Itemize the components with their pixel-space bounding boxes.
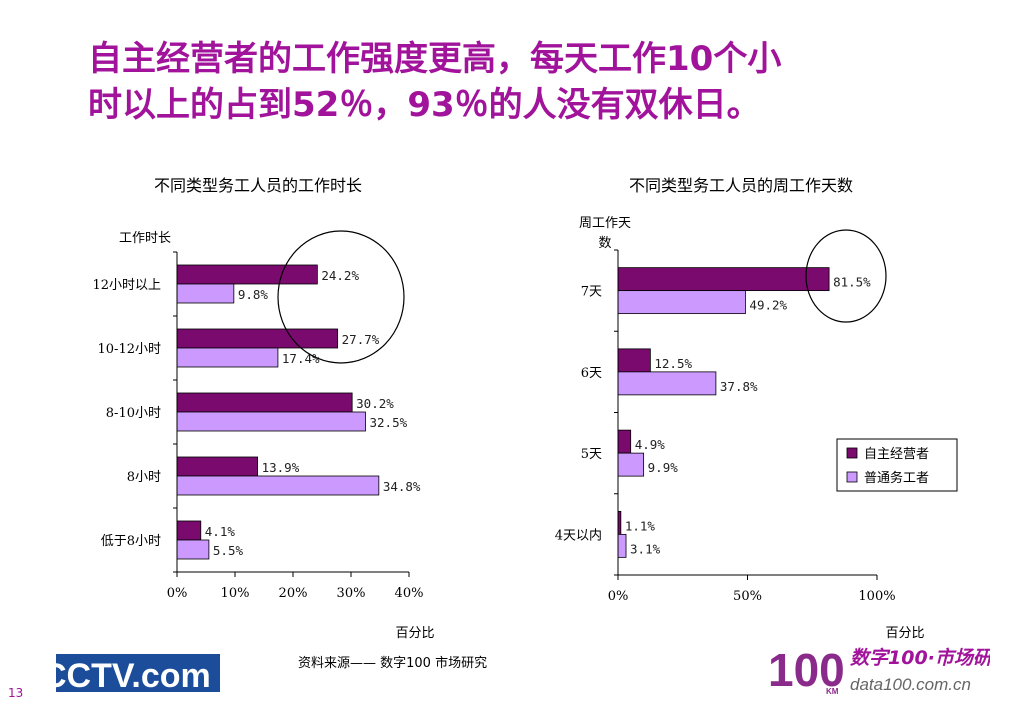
data-label: 4.1%	[205, 524, 236, 539]
work-days-bars: 81.5% 49.2% 12.5% 37.8% 4.9% 9.9% 1.1% 3.1%	[617, 267, 871, 558]
work-hours-highlight-circle	[277, 230, 405, 364]
bar-ordinary-workers	[617, 452, 645, 477]
work-days-x-axis-label: 百分比	[885, 626, 924, 641]
data-label: 13.9%	[262, 460, 300, 475]
bar-ordinary-workers	[176, 283, 235, 304]
work-days-y-axis-label-line2: 数	[598, 236, 611, 251]
work-hours-axes: 0% 10% 20% 30% 40% 12小时以上 10-12小时 8-10小时 8小时低于8小…	[92, 251, 424, 601]
x-tick-label: 40%	[395, 586, 424, 601]
x-tick-label: 20%	[279, 586, 308, 601]
legend-swatch-ordinary-workers	[846, 471, 858, 483]
slide-title-line1: 自主经营者的工作强度更高，每天工作10个小	[88, 39, 782, 79]
data-label: 24.2%	[321, 268, 359, 283]
data-label: 1.1%	[625, 518, 656, 533]
category-label: 8-10小时	[106, 406, 161, 421]
cctv-logo-text: CCTV.com	[42, 657, 211, 692]
work-days-chart: 不同类型务工人员的周工作天数 周工作天 数 百分比 81.5% 49.2% 12.5…	[555, 176, 958, 641]
slide-title: 自主经营者的工作强度更高，每天工作10个小 时以上的占到52％，93％的人没有双…	[88, 36, 948, 128]
category-label: 12小时以上	[92, 278, 161, 293]
category-label: 5天	[581, 447, 602, 462]
x-tick-label: 50%	[733, 589, 762, 604]
data-label: 17.4%	[282, 351, 320, 366]
x-tick-label: 0%	[167, 586, 188, 601]
legend-label-self-employed: 自主经营者	[864, 447, 929, 462]
work-hours-bars: 24.2% 9.8% 27.7% 17.4% 30.2% 32.5% 13.9% 34.8% 4…	[176, 264, 421, 560]
work-days-axes: 0% 50% 100% 7天 6天 5天 4天以内	[555, 249, 896, 604]
bar-ordinary-workers	[176, 475, 380, 496]
data-label: 9.8%	[238, 287, 269, 302]
work-hours-chart: 不同类型务工人员的工作时长 工作时长 百分比 24.2% 9.8% 27.7% 17.…	[92, 176, 434, 641]
category-label: 7天	[581, 285, 602, 300]
work-days-y-axis-label-line1: 周工作天	[579, 216, 631, 231]
bar-ordinary-workers	[176, 539, 210, 560]
data-label: 12.5%	[654, 356, 692, 371]
category-label: 低于8小时	[101, 534, 161, 549]
category-label: 4天以内	[555, 527, 602, 543]
source-note: 资料来源—— 数字100 市场研究	[298, 656, 488, 671]
data100-logo-cn: 数字100·市场研究	[850, 647, 990, 669]
data-label: 30.2%	[356, 396, 394, 411]
data-label: 27.7%	[342, 332, 380, 347]
category-label: 6天	[581, 366, 602, 381]
work-hours-x-axis-label: 百分比	[395, 626, 434, 641]
bar-self-employed	[176, 456, 259, 477]
bar-self-employed	[176, 264, 318, 285]
bar-ordinary-workers	[617, 290, 746, 315]
data-label: 3.1%	[630, 541, 661, 556]
data-label: 81.5%	[833, 275, 871, 290]
data-label: 9.9%	[648, 460, 679, 475]
data-label: 34.8%	[383, 479, 421, 494]
bar-ordinary-workers	[176, 411, 366, 432]
data-label: 4.9%	[635, 437, 666, 452]
data-label: 5.5%	[213, 543, 244, 558]
data100-logo-km: KM	[826, 687, 839, 696]
data100-logo: 100 KM 数字100·市场研究 data100.com.cn	[768, 644, 990, 696]
work-days-chart-title: 不同类型务工人员的周工作天数	[629, 176, 853, 195]
bar-self-employed	[617, 267, 830, 292]
bar-self-employed	[176, 520, 202, 541]
bar-self-employed	[617, 348, 651, 373]
work-hours-y-axis-label: 工作时长	[119, 231, 171, 246]
bar-self-employed	[176, 392, 353, 413]
category-label: 10-12小时	[98, 342, 161, 357]
x-tick-label: 10%	[221, 586, 250, 601]
slide-title-line2: 时以上的占到52％，93％的人没有双休日。	[88, 85, 761, 125]
bar-ordinary-workers	[617, 371, 717, 396]
x-tick-label: 30%	[337, 586, 366, 601]
cctv-logo: CCTV.com	[38, 654, 220, 692]
legend-label-ordinary-workers: 普通务工者	[864, 470, 929, 486]
data-label: 37.8%	[720, 379, 758, 394]
bar-self-employed	[176, 328, 339, 349]
category-label: 8小时	[127, 470, 161, 485]
bar-ordinary-workers	[617, 533, 627, 558]
work-days-highlight-circle	[805, 229, 887, 323]
bar-self-employed	[617, 429, 632, 454]
bar-ordinary-workers	[176, 347, 279, 368]
x-tick-label: 100%	[858, 589, 895, 604]
legend-swatch-self-employed	[846, 447, 858, 459]
data100-logo-mark: 100	[768, 644, 845, 696]
data-label: 49.2%	[749, 298, 787, 313]
data-label: 32.5%	[370, 415, 408, 430]
data100-logo-url: data100.com.cn	[850, 675, 971, 694]
x-tick-label: 0%	[608, 589, 629, 604]
work-days-legend: 自主经营者 普通务工者	[836, 438, 958, 492]
work-hours-chart-title: 不同类型务工人员的工作时长	[154, 176, 362, 195]
page-number: 13	[8, 686, 24, 700]
